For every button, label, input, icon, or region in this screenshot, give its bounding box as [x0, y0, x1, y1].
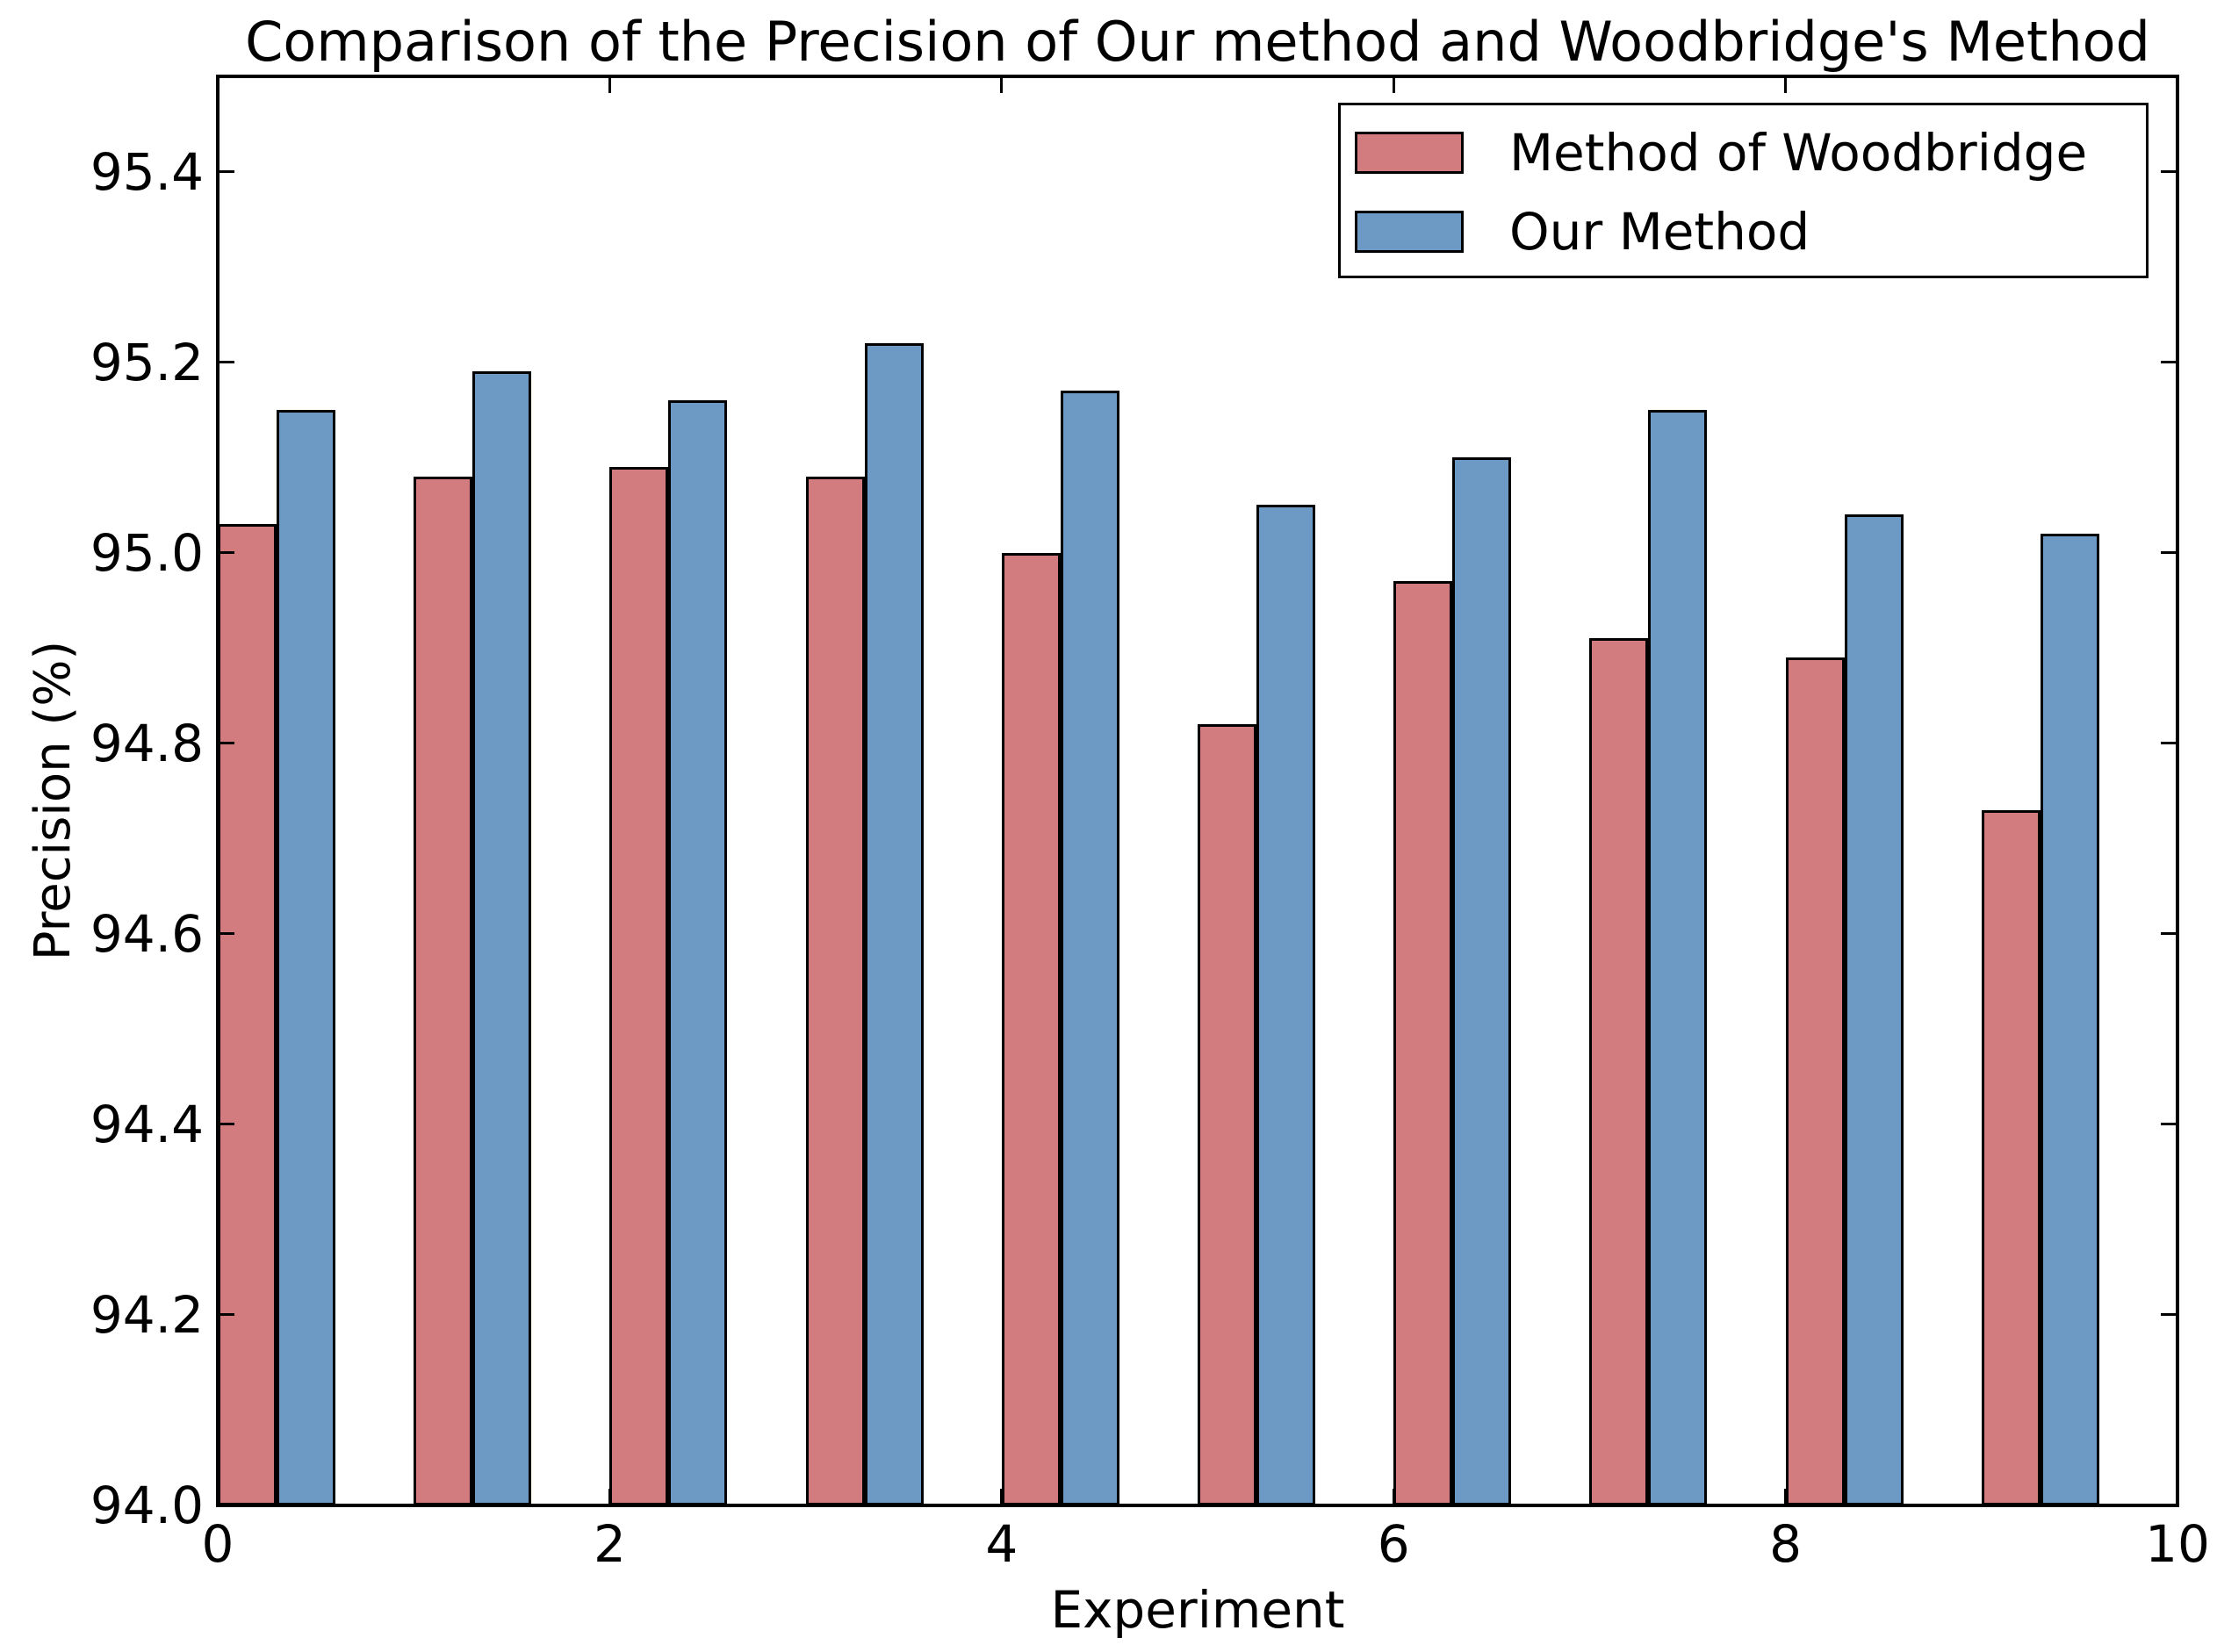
bar-our-method-8	[1844, 514, 1904, 1505]
bar-our-method-2	[668, 400, 728, 1505]
spine-left	[216, 75, 220, 1507]
bar-our-method-4	[1060, 391, 1119, 1505]
x-tick-label: 4	[985, 1514, 1019, 1574]
bar-our-method-5	[1256, 505, 1315, 1505]
spine-top	[216, 75, 2179, 78]
x-tick-mark-bottom	[1392, 1489, 1395, 1505]
x-tick-mark-bottom	[608, 1489, 611, 1505]
x-tick-mark-top	[1392, 76, 1395, 93]
bar-our-method-0	[276, 409, 335, 1505]
x-tick-label: 10	[2145, 1514, 2210, 1574]
y-tick-label: 95.0	[90, 522, 204, 583]
x-tick-mark-top	[608, 76, 611, 93]
y-tick-label: 94.4	[90, 1094, 204, 1154]
x-tick-mark-bottom	[1784, 1489, 1788, 1505]
spine-bottom	[216, 1504, 2179, 1507]
y-tick-label: 95.2	[90, 332, 204, 392]
bar-our-method-7	[1648, 409, 1708, 1505]
chart-title: Comparison of the Precision of Our metho…	[245, 10, 2150, 74]
legend-item-our-method: Our Method	[1341, 192, 2146, 271]
y-tick-mark	[218, 742, 234, 745]
bar-our-method-1	[472, 371, 532, 1505]
x-tick-label: 8	[1769, 1514, 1803, 1574]
bar-method-of-woodbridge-5	[1198, 724, 1256, 1505]
y-tick-mark-right	[2161, 1123, 2177, 1126]
legend-swatch-our-method	[1355, 211, 1464, 253]
legend: Method of Woodbridge Our Method	[1338, 103, 2149, 278]
y-tick-label: 94.8	[90, 713, 204, 773]
y-tick-label: 94.6	[90, 903, 204, 964]
y-tick-mark-right	[2161, 170, 2177, 174]
y-tick-mark-right	[2161, 742, 2177, 745]
y-tick-mark	[218, 1123, 234, 1126]
x-tick-label: 2	[593, 1514, 626, 1574]
y-tick-mark	[218, 170, 234, 174]
legend-swatch-woodbridge	[1355, 132, 1464, 174]
legend-label-our-method: Our Method	[1509, 202, 1810, 262]
bar-our-method-9	[2040, 533, 2099, 1505]
x-tick-label: 0	[201, 1514, 234, 1574]
y-tick-mark-right	[2161, 361, 2177, 364]
legend-item-woodbridge: Method of Woodbridge	[1341, 113, 2146, 192]
x-tick-mark-top	[1000, 76, 1004, 93]
x-tick-label: 6	[1377, 1514, 1410, 1574]
x-tick-mark-bottom	[1000, 1489, 1004, 1505]
y-tick-label: 94.0	[90, 1476, 204, 1535]
spine-right	[2176, 75, 2179, 1507]
bar-method-of-woodbridge-6	[1393, 581, 1453, 1505]
ticks-layer	[216, 76, 2179, 1507]
y-tick-mark	[218, 932, 234, 936]
bars-layer	[218, 76, 2177, 1505]
y-tick-mark-right	[2161, 551, 2177, 555]
y-tick-mark-right	[2161, 1313, 2177, 1317]
y-tick-mark-right	[2161, 932, 2177, 936]
y-tick-mark	[218, 551, 234, 555]
bar-method-of-woodbridge-1	[414, 476, 473, 1505]
bar-method-of-woodbridge-7	[1589, 638, 1649, 1505]
plot-area: Method of Woodbridge Our Method	[216, 76, 2179, 1507]
y-tick-mark	[218, 1313, 234, 1317]
x-tick-mark-top	[1784, 76, 1788, 93]
bar-method-of-woodbridge-9	[1981, 809, 2041, 1505]
y-tick-mark	[218, 361, 234, 364]
bar-method-of-woodbridge-4	[1001, 552, 1061, 1505]
x-axis-title: Experiment	[1050, 1580, 1345, 1640]
bar-method-of-woodbridge-3	[805, 476, 865, 1505]
legend-label-woodbridge: Method of Woodbridge	[1509, 123, 2088, 183]
y-tick-label: 95.4	[90, 141, 204, 202]
bar-method-of-woodbridge-8	[1785, 657, 1845, 1505]
y-tick-label: 94.2	[90, 1284, 204, 1345]
bar-our-method-6	[1452, 457, 1512, 1505]
